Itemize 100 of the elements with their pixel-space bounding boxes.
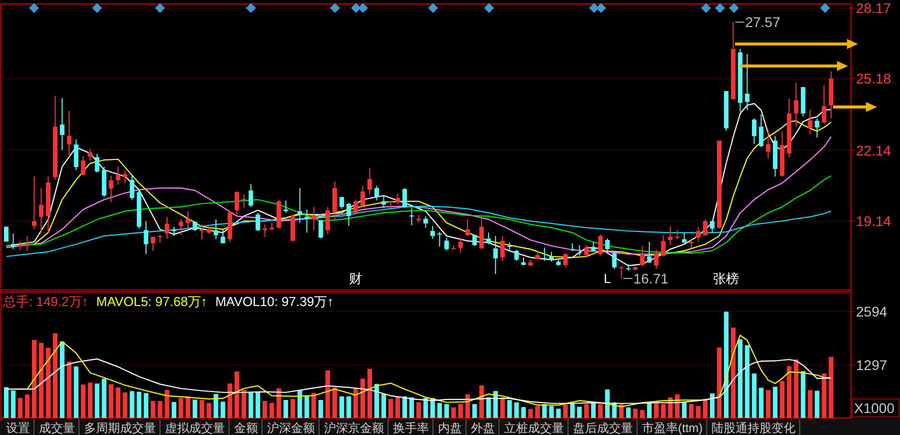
annotation: 16.71 [633, 270, 669, 286]
candlestick [703, 218, 708, 236]
bar [486, 397, 491, 418]
bar [4, 387, 9, 418]
bar [339, 396, 344, 418]
bar [88, 382, 92, 418]
candlestick [794, 82, 798, 128]
bar [808, 390, 812, 418]
candlestick [402, 188, 407, 208]
candlestick [591, 241, 596, 252]
bar [570, 403, 575, 418]
bar [136, 392, 142, 418]
candlestick [814, 118, 820, 138]
bar [514, 402, 519, 418]
candlestick [563, 252, 568, 268]
bar [374, 384, 380, 418]
candlestick [374, 185, 379, 201]
bar [284, 400, 288, 418]
bar [822, 373, 826, 418]
bar [256, 392, 260, 418]
candlestick [640, 245, 645, 267]
bar [780, 381, 784, 418]
text: 成交量 [39, 421, 75, 435]
y-tick-label: 25.18 [856, 70, 892, 87]
bar [74, 366, 78, 418]
bar [423, 398, 428, 418]
bar [108, 384, 114, 418]
candlestick [752, 118, 756, 144]
y-axis-title: X1000 [854, 400, 895, 416]
candlestick [122, 170, 128, 184]
text: 金额 [234, 421, 258, 435]
candlestick [654, 249, 659, 270]
bar [626, 407, 631, 418]
bar [661, 404, 666, 418]
text: 市盈率(ttm) [642, 421, 703, 435]
candlestick [150, 236, 156, 252]
candlestick [340, 196, 344, 210]
candlestick [220, 228, 226, 244]
text: MAVOL5: 97.68万↑ [96, 294, 208, 309]
bar [360, 378, 366, 418]
bar [312, 393, 316, 418]
candlestick [178, 218, 184, 236]
y-tick-label: 1297 [856, 356, 888, 373]
candlestick [318, 220, 324, 239]
candlestick [256, 212, 260, 232]
bar [346, 396, 352, 418]
candlestick [381, 195, 386, 208]
bar [381, 394, 386, 418]
bar [800, 371, 806, 418]
candlestick [214, 218, 218, 240]
bar [102, 378, 106, 418]
candlestick [507, 242, 512, 252]
candlestick [514, 249, 519, 262]
candlestick [395, 193, 400, 206]
annotation: 财 [349, 271, 362, 286]
text: 陆股通持股变化 [712, 421, 796, 435]
candlestick [66, 110, 72, 156]
candlestick [248, 184, 254, 208]
annotation: 张榜 [713, 271, 740, 286]
candlestick [744, 54, 750, 111]
bar [619, 404, 624, 418]
bar [332, 387, 338, 418]
candlestick [60, 98, 64, 151]
bar [290, 398, 296, 418]
bar [298, 390, 302, 418]
bar [752, 373, 756, 418]
y-tick-label: 28.17 [856, 0, 892, 16]
candlestick [500, 235, 505, 262]
candlestick [24, 235, 30, 252]
bar [158, 400, 162, 418]
candlestick [74, 138, 78, 170]
bar [172, 402, 176, 418]
bar [144, 393, 148, 418]
bar [549, 406, 554, 418]
bar [556, 408, 561, 418]
bar [458, 404, 463, 418]
candlestick [360, 185, 365, 208]
candlestick [472, 234, 477, 246]
y-tick-label: 2594 [856, 304, 888, 320]
bar [451, 407, 456, 418]
bar [178, 398, 184, 418]
bar [605, 389, 610, 418]
line-series [6, 358, 832, 404]
candlestick [367, 168, 372, 196]
candlestick [682, 232, 687, 244]
candlestick [312, 206, 316, 231]
bar [702, 399, 708, 418]
bar [521, 407, 526, 418]
candlestick [423, 216, 428, 228]
bar [150, 400, 156, 418]
bar [248, 392, 254, 418]
bar [325, 370, 330, 418]
bar [402, 396, 407, 418]
bar [710, 393, 715, 418]
candlestick [486, 232, 491, 245]
bar [828, 356, 834, 418]
candlestick [577, 244, 582, 256]
bar [409, 397, 414, 418]
line-series [6, 206, 832, 258]
bar [60, 342, 64, 418]
